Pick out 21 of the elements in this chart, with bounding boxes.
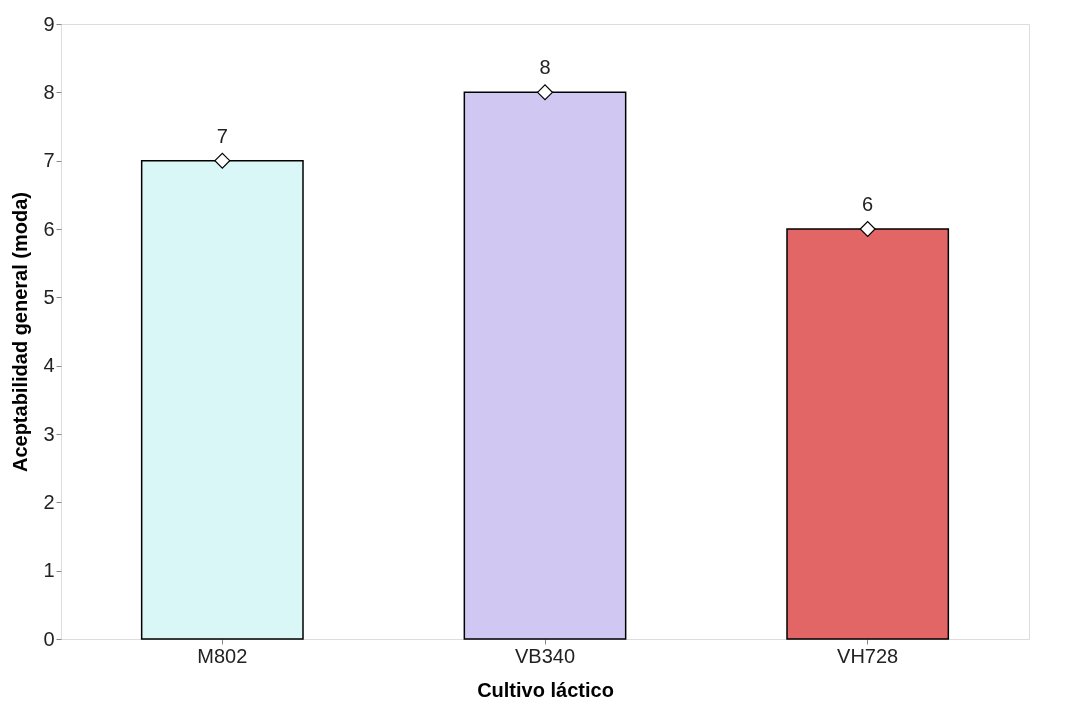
x-axis-title: Cultivo láctico [477, 678, 614, 701]
data-label: 8 [539, 56, 551, 79]
y-tick-label: 5 [43, 285, 55, 308]
data-label: 7 [216, 124, 228, 147]
y-tick-label: 4 [43, 354, 55, 377]
data-label: 6 [862, 193, 874, 215]
y-tick-label: 8 [43, 80, 55, 103]
y-tick-label: 7 [43, 149, 55, 172]
y-tick-label: 6 [43, 217, 55, 240]
point [536, 84, 554, 101]
y-tick-label: 0 [43, 627, 55, 650]
y-tick-label: 1 [43, 559, 55, 582]
x-tick-label: M802 [197, 644, 248, 667]
y-axis-title: Aceptabilidad general (moda) [9, 191, 32, 473]
y-tick-label: 2 [43, 490, 55, 513]
x-tick-label: VH728 [837, 644, 899, 667]
x-tick-label: VB340 [514, 644, 576, 667]
y-tick-label: 9 [43, 12, 55, 35]
point [214, 152, 231, 169]
point [859, 220, 876, 238]
y-tick-label: 3 [43, 422, 55, 445]
